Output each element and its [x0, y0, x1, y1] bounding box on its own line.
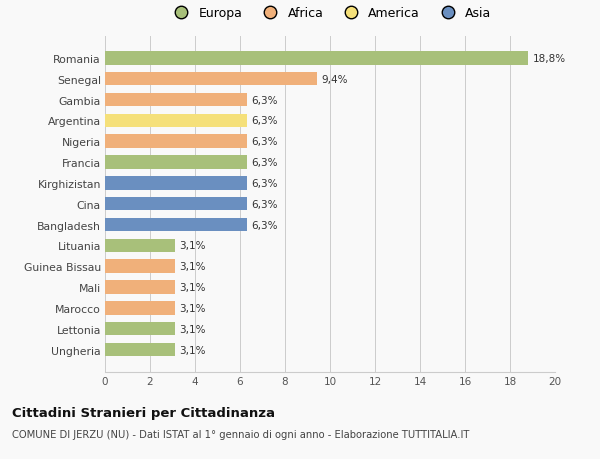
Bar	[105, 135, 247, 149]
Text: 3,1%: 3,1%	[179, 241, 206, 251]
Bar	[105, 239, 175, 252]
Text: 6,3%: 6,3%	[251, 158, 278, 168]
Bar	[105, 94, 247, 107]
Bar	[105, 73, 317, 86]
Text: Cittadini Stranieri per Cittadinanza: Cittadini Stranieri per Cittadinanza	[12, 406, 275, 419]
Text: 3,1%: 3,1%	[179, 262, 206, 272]
Bar	[105, 52, 528, 66]
Text: COMUNE DI JERZU (NU) - Dati ISTAT al 1° gennaio di ogni anno - Elaborazione TUTT: COMUNE DI JERZU (NU) - Dati ISTAT al 1° …	[12, 429, 469, 439]
Text: 6,3%: 6,3%	[251, 95, 278, 105]
Bar	[105, 322, 175, 336]
Text: 6,3%: 6,3%	[251, 137, 278, 147]
Text: 9,4%: 9,4%	[321, 74, 347, 84]
Bar	[105, 156, 247, 169]
Text: 18,8%: 18,8%	[533, 54, 566, 64]
Text: 3,1%: 3,1%	[179, 303, 206, 313]
Text: 6,3%: 6,3%	[251, 116, 278, 126]
Bar	[105, 260, 175, 274]
Bar	[105, 197, 247, 211]
Bar	[105, 218, 247, 232]
Bar	[105, 114, 247, 128]
Text: 3,1%: 3,1%	[179, 282, 206, 292]
Text: 3,1%: 3,1%	[179, 324, 206, 334]
Bar	[105, 343, 175, 357]
Text: 3,1%: 3,1%	[179, 345, 206, 355]
Text: 6,3%: 6,3%	[251, 220, 278, 230]
Legend: Europa, Africa, America, Asia: Europa, Africa, America, Asia	[165, 3, 495, 24]
Bar	[105, 177, 247, 190]
Bar	[105, 302, 175, 315]
Text: 6,3%: 6,3%	[251, 179, 278, 189]
Bar	[105, 280, 175, 294]
Text: 6,3%: 6,3%	[251, 199, 278, 209]
